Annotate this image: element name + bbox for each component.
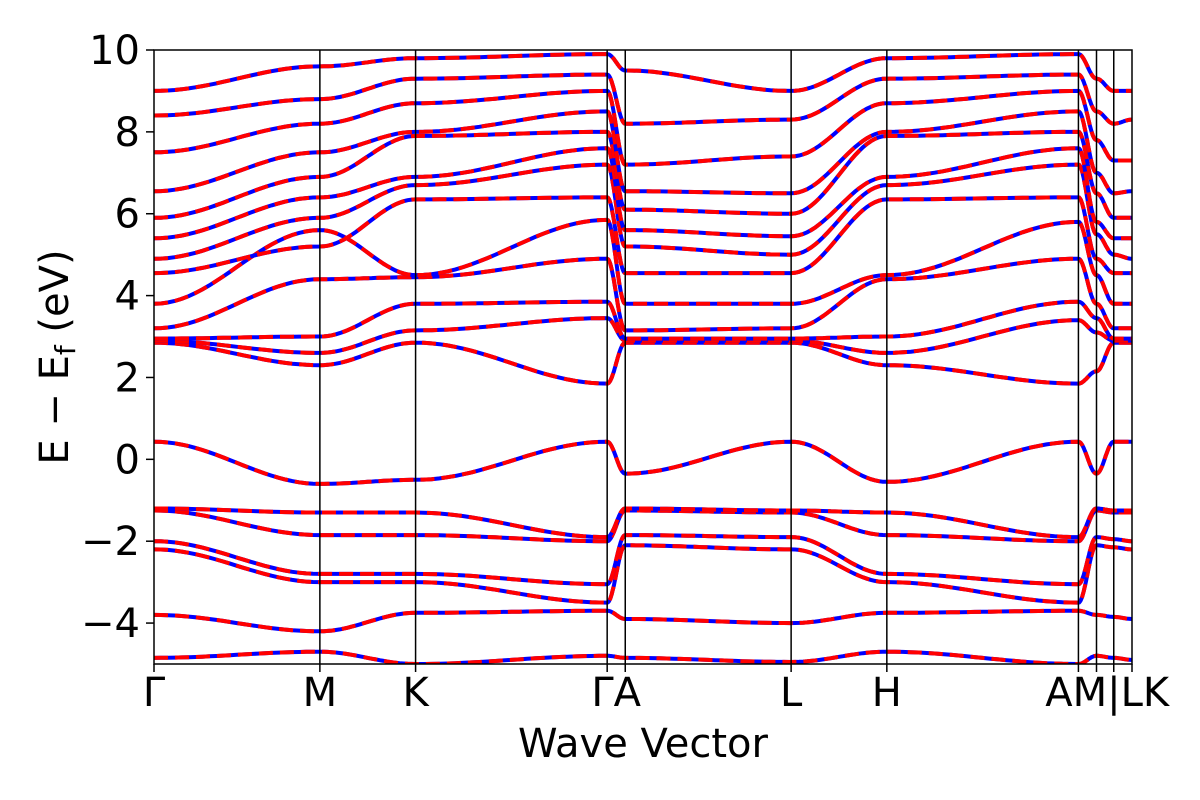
band-line-3-series-1 (154, 533, 1132, 587)
x-tick-label: Γ (143, 670, 166, 716)
y-axis-label-main: E − E (32, 355, 78, 465)
band-line-19-series-0 (154, 52, 1132, 93)
y-axis-ticks: −4 −2 0 2 4 6 8 10 (81, 28, 154, 647)
band-line-7-series-1 (154, 340, 1132, 386)
plot-frame (153, 49, 1133, 665)
high-symmetry-lines (319, 50, 1115, 664)
band-line-3-series-0 (154, 533, 1132, 587)
y-tick-label: 6 (115, 192, 140, 238)
x-tick-label: K (402, 670, 430, 716)
y-tick-label: 8 (115, 110, 140, 156)
x-tick-label: H (872, 670, 902, 716)
y-tick-label: 2 (115, 355, 140, 401)
band-line-12-series-1 (154, 195, 1132, 276)
y-tick-label: 4 (115, 274, 140, 320)
x-tick-label: M (303, 670, 338, 716)
y-tick-label: 0 (115, 437, 140, 483)
band-line-16-series-1 (154, 109, 1132, 196)
bands-layer (154, 52, 1132, 664)
y-tick-label: −4 (81, 601, 140, 647)
y-tick-label: −2 (81, 519, 140, 565)
x-tick-label: L (780, 670, 803, 716)
y-axis-label-sub: f (49, 344, 82, 355)
x-axis-label: Wave Vector (518, 721, 769, 767)
band-line-9-series-1 (154, 299, 1132, 341)
y-tick-label: 10 (89, 28, 140, 74)
band-line-1-series-1 (154, 608, 1132, 634)
band-line-18-series-1 (154, 72, 1132, 126)
band-line-6-series-1 (154, 439, 1132, 486)
band-line-11-series-0 (154, 217, 1132, 306)
x-tick-label: ΓA (591, 670, 641, 716)
x-axis-ticks: Γ M K ΓA L H AM|LK (143, 664, 1171, 716)
band-line-19-series-1 (154, 52, 1132, 93)
y-axis-label: E − Ef (eV) (32, 249, 82, 464)
band-line-6-series-0 (154, 439, 1132, 486)
y-axis-label-unit: (eV) (32, 249, 78, 345)
x-tick-label: AM|LK (1045, 670, 1171, 716)
